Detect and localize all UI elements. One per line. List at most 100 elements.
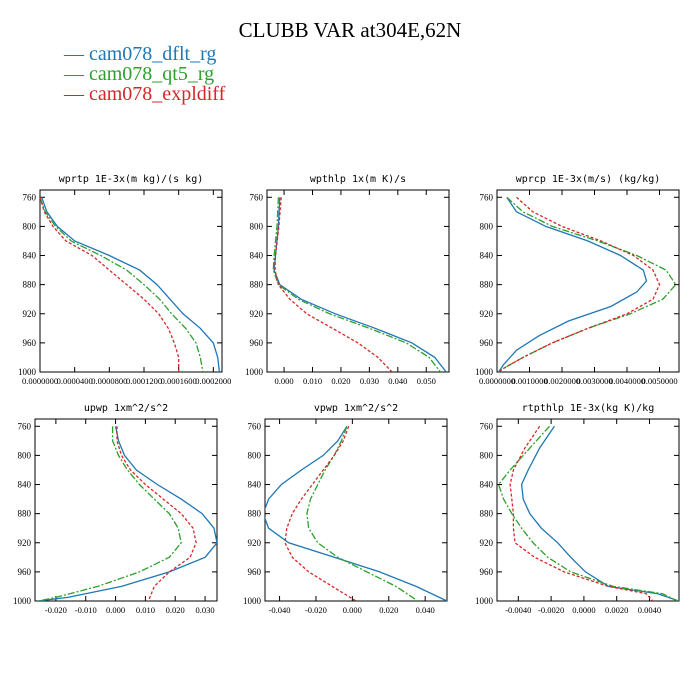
plot-frame-wprtp: [39, 189, 223, 373]
series-line-dflt-upwp: [37, 426, 217, 601]
y-tick-label-wprcp-880: 880: [480, 280, 494, 290]
x-tick-label-wprtp-3: 0.0001200: [126, 376, 162, 386]
y-tick-label-rtpthlp-760: 760: [480, 421, 494, 431]
y-tick-label-wpthlp-800: 800: [250, 221, 264, 231]
panel-title-vpwp: vpwp 1xm^2/s^2: [314, 403, 398, 414]
panel-wprcp: wprcp 1E-3x(m/s) (kg/kg) 760 800 840 880 920 9…: [475, 174, 680, 386]
series-line-qt5-wprtp: [40, 197, 204, 372]
y-tick-label-wprcp-760: 760: [480, 192, 494, 202]
plot-frame-rtpthlp: [496, 418, 680, 602]
series-line-dflt-vpwp: [265, 425, 447, 601]
x-tick-label-rtpthlp-0: -0.0040: [505, 605, 531, 615]
y-tick-label-vpwp-840: 840: [248, 480, 262, 490]
series-line-expldiff-wpthlp: [274, 197, 393, 372]
y-tick-label-wpthlp-960: 960: [250, 338, 264, 348]
panel-title-wprtp: wprtp 1E-3x(m kg)/(s kg): [59, 174, 204, 185]
x-tick-label-wpthlp-3: 0.030: [360, 376, 379, 386]
x-tick-label-wpthlp-2: 0.020: [331, 376, 350, 386]
y-tick-label-wprcp-800: 800: [480, 221, 494, 231]
panel-wpthlp: wpthlp 1x(m K)/s 760 800 840 880 920 960 1000 0.…: [245, 174, 450, 386]
figure-title: CLUBB VAR at304E,62N: [238, 18, 462, 42]
legend: — cam078_dflt_rg — cam078_qt5_rg — cam07…: [64, 44, 225, 104]
panel-title-upwp: upwp 1xm^2/s^2: [84, 403, 168, 414]
x-tick-label-upwp-1: -0.010: [75, 605, 97, 615]
x-tick-label-wprtp-2: 0.0000800: [91, 376, 127, 386]
panel-rtpthlp: rtpthlp 1E-3x(kg K)/kg 760 800 840 880 920 960…: [475, 403, 680, 615]
series-line-qt5-vpwp: [306, 426, 419, 601]
y-tick-label-wprtp-960: 960: [23, 338, 37, 348]
y-tick-label-rtpthlp-840: 840: [480, 480, 494, 490]
series-line-qt5-rtpthlp: [497, 425, 678, 601]
x-tick-label-wprcp-3: 0.0030000: [576, 376, 612, 386]
y-tick-label-wprtp-760: 760: [23, 192, 37, 202]
y-tick-label-vpwp-920: 920: [248, 538, 262, 548]
y-tick-label-wpthlp-1000: 1000: [245, 367, 264, 377]
y-tick-label-vpwp-1000: 1000: [243, 596, 262, 606]
x-tick-label-wpthlp-1: 0.010: [303, 376, 322, 386]
y-tick-label-rtpthlp-960: 960: [480, 567, 494, 577]
y-tick-label-wprtp-840: 840: [23, 251, 37, 261]
y-tick-label-wpthlp-840: 840: [250, 251, 264, 261]
y-tick-label-rtpthlp-1000: 1000: [475, 596, 494, 606]
legend-item-dflt: — cam078_dflt_rg: [64, 43, 217, 65]
y-tick-label-wprtp-920: 920: [23, 309, 37, 319]
x-tick-label-wprtp-5: 0.0002000: [195, 376, 231, 386]
x-tick-label-wpthlp-4: 0.040: [388, 376, 407, 386]
x-tick-label-vpwp-3: 0.020: [379, 605, 398, 615]
series-line-dflt-wprcp: [498, 196, 648, 372]
y-tick-label-upwp-800: 800: [18, 450, 32, 460]
y-tick-label-wprtp-1000: 1000: [18, 367, 37, 377]
y-tick-label-wpthlp-880: 880: [250, 280, 264, 290]
y-tick-label-rtpthlp-920: 920: [480, 538, 494, 548]
panel-title-wprcp: wprcp 1E-3x(m/s) (kg/kg): [516, 174, 661, 185]
x-tick-label-wpthlp-5: 0.050: [417, 376, 436, 386]
x-tick-label-wprcp-1: 0.0010000: [511, 376, 547, 386]
plot-frame-wpthlp: [266, 189, 450, 373]
x-tick-label-vpwp-4: 0.040: [416, 605, 435, 615]
x-tick-label-wprtp-1: 0.0000400: [57, 376, 93, 386]
y-tick-label-upwp-840: 840: [18, 480, 32, 490]
y-tick-label-rtpthlp-800: 800: [480, 450, 494, 460]
series-line-dflt-rtpthlp: [520, 425, 679, 601]
x-tick-label-wprcp-0: 0.0000000: [479, 376, 515, 386]
x-tick-label-wpthlp-0: 0.000: [275, 376, 294, 386]
y-tick-label-vpwp-800: 800: [248, 450, 262, 460]
y-tick-label-vpwp-960: 960: [248, 567, 262, 577]
y-tick-label-vpwp-880: 880: [248, 509, 262, 519]
x-tick-label-wprtp-0: 0.0000000: [22, 376, 58, 386]
series-line-dflt-wprtp: [41, 197, 221, 372]
x-tick-label-rtpthlp-3: 0.0020: [605, 605, 628, 615]
panel-wprtp: wprtp 1E-3x(m kg)/(s kg) 760 800 840 880 920 9…: [18, 174, 231, 386]
x-tick-label-wprcp-4: 0.0040000: [609, 376, 645, 386]
y-tick-label-upwp-880: 880: [18, 509, 32, 519]
y-tick-label-vpwp-760: 760: [248, 421, 262, 431]
y-tick-label-upwp-960: 960: [18, 567, 32, 577]
series-line-expldiff-wprtp: [40, 197, 180, 372]
series-line-expldiff-wprcp: [498, 196, 661, 372]
plot-frame-upwp: [34, 418, 218, 602]
y-tick-label-wprcp-1000: 1000: [475, 367, 494, 377]
y-tick-label-wprtp-880: 880: [23, 280, 37, 290]
plot-frame-vpwp: [264, 418, 448, 602]
series-line-expldiff-vpwp: [284, 426, 357, 601]
legend-item-expldiff: — cam078_expldiff: [64, 83, 226, 105]
x-tick-label-upwp-5: 0.030: [196, 605, 215, 615]
series-line-expldiff-rtpthlp: [509, 425, 654, 601]
y-tick-label-upwp-1000: 1000: [13, 596, 32, 606]
y-tick-label-wprcp-920: 920: [480, 309, 494, 319]
series-line-qt5-wpthlp: [272, 197, 442, 372]
y-tick-label-wprtp-800: 800: [23, 221, 37, 231]
legend-item-qt5: — cam078_qt5_rg: [64, 63, 215, 85]
panel-vpwp: vpwp 1xm^2/s^2 760 800 840 880 920 960 1000 -0.0…: [243, 403, 448, 615]
y-tick-label-wprcp-960: 960: [480, 338, 494, 348]
x-tick-label-rtpthlp-1: -0.0020: [538, 605, 564, 615]
panel-title-rtpthlp: rtpthlp 1E-3x(kg K)/kg: [522, 403, 654, 414]
plot-frame-wprcp: [496, 189, 680, 373]
y-tick-label-upwp-760: 760: [18, 421, 32, 431]
x-tick-label-rtpthlp-2: 0.0000: [572, 605, 595, 615]
x-tick-label-vpwp-0: -0.040: [269, 605, 291, 615]
x-tick-label-wprcp-2: 0.0020000: [544, 376, 580, 386]
x-tick-label-vpwp-1: -0.020: [305, 605, 327, 615]
x-tick-label-upwp-0: -0.020: [45, 605, 67, 615]
